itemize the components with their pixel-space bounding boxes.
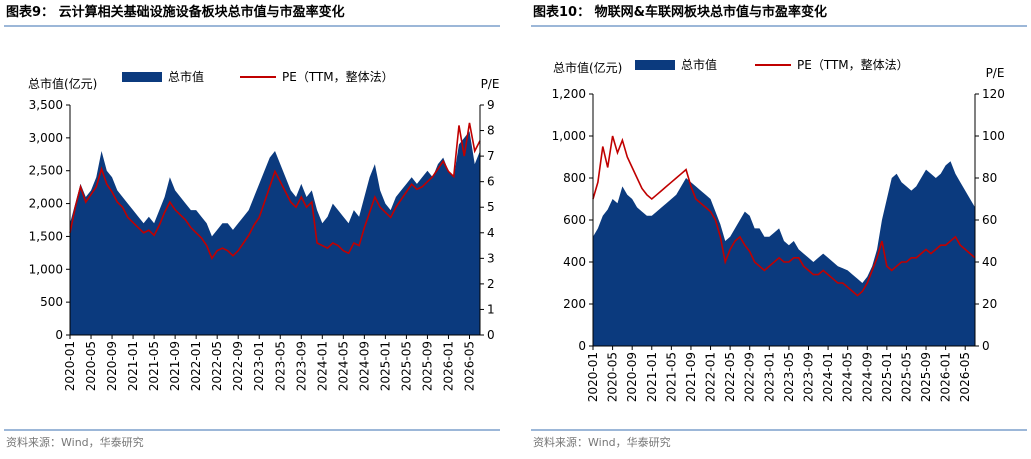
x-tick-label: 2021-01 (126, 341, 140, 391)
x-tick-label: 2021-05 (147, 341, 161, 391)
y-tick-label: 2,000 (29, 197, 63, 211)
chart-title: 图表9： 云计算相关基础设施设备板块总市值与市盈率变化 (6, 4, 345, 20)
y-tick-label: 2,500 (29, 164, 63, 178)
chart-title: 图表10： 物联网&车联网板块总市值与市盈率变化 (533, 4, 827, 20)
x-tick-label: 2023-05 (273, 341, 287, 391)
x-tick-label: 2022-01 (704, 352, 718, 402)
y-tick-label: 800 (563, 171, 586, 185)
y-tick-label: 1,000 (29, 262, 63, 276)
y2-tick-label: 20 (982, 297, 997, 311)
x-tick-label: 2022-09 (743, 352, 757, 402)
y2-tick-label: 7 (487, 149, 495, 163)
y2-tick-label: 9 (487, 98, 495, 112)
y-tick-label: 400 (563, 255, 586, 269)
x-tick-label: 2026-01 (441, 341, 455, 391)
legend-swatch (635, 60, 675, 70)
y2-axis-label: P/E (986, 66, 1005, 80)
y2-tick-label: 100 (982, 129, 1005, 143)
y2-tick-label: 0 (487, 328, 495, 342)
x-tick-label: 2022-05 (723, 352, 737, 402)
y-tick-label: 3,500 (29, 98, 63, 112)
y2-axis-label: P/E (481, 77, 500, 91)
x-tick-label: 2020-01 (586, 352, 600, 402)
area (70, 131, 480, 335)
x-tick-label: 2026-05 (462, 341, 476, 391)
y-axis-label: 总市值(亿元) (553, 60, 622, 75)
x-tick-label: 2025-05 (399, 341, 413, 391)
x-tick-label: 2024-05 (336, 341, 350, 391)
y-tick-label: 200 (563, 297, 586, 311)
x-tick-label: 2021-05 (664, 352, 678, 402)
x-tick-label: 2026-01 (939, 352, 953, 402)
y-tick-label: 1,200 (552, 87, 586, 101)
y2-tick-label: 6 (487, 175, 495, 189)
x-tick-label: 2023-09 (294, 341, 308, 391)
y-tick-label: 600 (563, 213, 586, 227)
x-tick-label: 2020-01 (63, 341, 77, 391)
y-tick-label: 3,000 (29, 131, 63, 145)
x-tick-label: 2023-01 (762, 352, 776, 402)
x-tick-label: 2024-09 (357, 341, 371, 391)
y2-tick-label: 80 (982, 171, 997, 185)
y2-tick-label: 4 (487, 226, 495, 240)
area (593, 161, 975, 346)
legend-swatch (122, 72, 162, 82)
x-tick-label: 2024-09 (860, 352, 874, 402)
y2-tick-label: 5 (487, 200, 495, 214)
y2-tick-label: 60 (982, 213, 997, 227)
x-tick-label: 2022-05 (210, 341, 224, 391)
legend-label: PE（TTM，整体法） (797, 57, 909, 72)
y-tick-label: 0 (578, 339, 586, 353)
legend-label: 总市值 (681, 57, 717, 72)
y-tick-label: 1,000 (552, 129, 586, 143)
x-tick-label: 2025-01 (378, 341, 392, 391)
y2-tick-label: 0 (982, 339, 990, 353)
x-tick-label: 2021-09 (684, 352, 698, 402)
x-tick-label: 2023-09 (801, 352, 815, 402)
y2-tick-label: 8 (487, 124, 495, 138)
y2-tick-label: 1 (487, 302, 495, 316)
x-tick-label: 2020-09 (625, 352, 639, 402)
x-tick-label: 2026-05 (958, 352, 972, 402)
x-tick-label: 2021-01 (645, 352, 659, 402)
x-tick-label: 2025-05 (899, 352, 913, 402)
x-tick-label: 2020-09 (105, 341, 119, 391)
x-tick-label: 2023-01 (252, 341, 266, 391)
x-tick-label: 2024-01 (315, 341, 329, 391)
x-tick-label: 2025-01 (880, 352, 894, 402)
x-tick-label: 2024-05 (841, 352, 855, 402)
x-tick-label: 2024-01 (821, 352, 835, 402)
source: 资料来源：Wind，华泰研究 (533, 435, 671, 449)
y-tick-label: 0 (55, 328, 63, 342)
x-tick-label: 2022-09 (231, 341, 245, 391)
legend-label: PE（TTM，整体法） (282, 69, 394, 84)
x-tick-label: 2025-09 (420, 341, 434, 391)
y-tick-label: 1,500 (29, 229, 63, 243)
legend-label: 总市值 (168, 69, 204, 84)
x-tick-label: 2022-01 (189, 341, 203, 391)
source: 资料来源：Wind，华泰研究 (6, 435, 144, 449)
x-tick-label: 2023-05 (782, 352, 796, 402)
y2-tick-label: 40 (982, 255, 997, 269)
x-tick-label: 2021-09 (168, 341, 182, 391)
y2-tick-label: 3 (487, 251, 495, 265)
line (592, 135, 976, 297)
y2-tick-label: 120 (982, 87, 1005, 101)
x-tick-label: 2020-05 (84, 341, 98, 391)
y2-tick-label: 2 (487, 277, 495, 291)
y-tick-label: 500 (40, 295, 63, 309)
line (69, 122, 481, 261)
y-axis-label: 总市值(亿元) (28, 76, 97, 91)
x-tick-label: 2020-05 (606, 352, 620, 402)
x-tick-label: 2025-09 (919, 352, 933, 402)
